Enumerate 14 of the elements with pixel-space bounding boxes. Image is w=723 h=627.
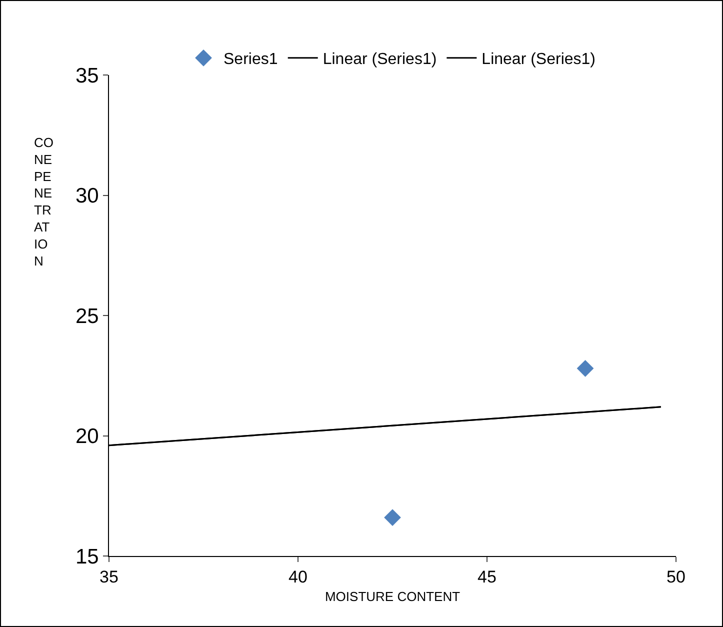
x-tick-label: 35 [100, 567, 118, 586]
y-tick-label: 25 [75, 304, 99, 328]
y-tick-label: 35 [75, 64, 99, 88]
y-tick-label: 15 [75, 545, 99, 568]
x-tick-label: 40 [288, 567, 308, 586]
x-axis-title: MOISTURE CONTENT [324, 589, 460, 604]
legend-label: Series1 [224, 51, 278, 68]
legend-label: Linear (Series1) [322, 51, 437, 68]
x-tick-label: 50 [666, 567, 686, 586]
y-tick-label: 20 [75, 425, 99, 448]
x-tick-label: 45 [478, 567, 496, 586]
y-tick-label: 30 [75, 184, 99, 208]
y-axis-title: CONEPENETRATION [34, 135, 54, 268]
legend-label: Linear (Series1) [482, 51, 596, 68]
